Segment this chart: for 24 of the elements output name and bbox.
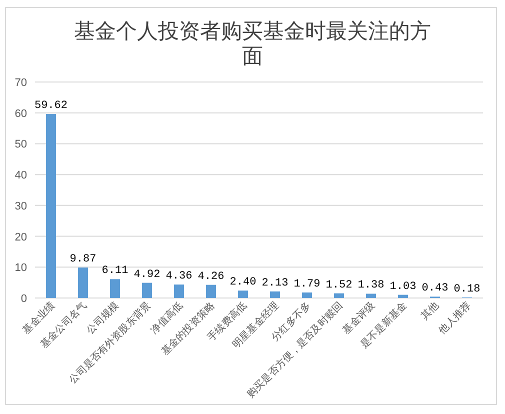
y-tick-label: 30: [14, 200, 27, 212]
y-tick-label: 20: [14, 231, 27, 244]
data-label: 59.62: [34, 100, 68, 112]
y-tick-label: 10: [14, 262, 27, 274]
data-label: 4.36: [166, 270, 192, 283]
data-label: 2.40: [230, 276, 256, 289]
data-label: 6.11: [102, 265, 129, 278]
y-tick-label: 40: [14, 170, 27, 182]
data-label: 0.18: [454, 283, 480, 296]
title: 基金个人投资者购买基金时最关注的方面: [74, 19, 431, 68]
data-label: 2.13: [262, 277, 288, 290]
data-label: 0.43: [422, 282, 448, 295]
y-tick-label: 50: [14, 138, 27, 151]
data-label: 4.92: [134, 268, 160, 281]
y-tick-label: 70: [14, 77, 27, 89]
data-label: 1.03: [390, 280, 416, 293]
data-label: 1.79: [294, 278, 320, 290]
y-tick-label: 60: [14, 108, 27, 120]
y-tick-label: 0: [20, 293, 27, 305]
data-label: 9.87: [70, 254, 96, 266]
data-label: 4.26: [198, 270, 224, 283]
x-tick-label: 其他: [418, 300, 442, 322]
data-label: 1.38: [358, 280, 384, 292]
data-label: 1.52: [326, 279, 352, 292]
